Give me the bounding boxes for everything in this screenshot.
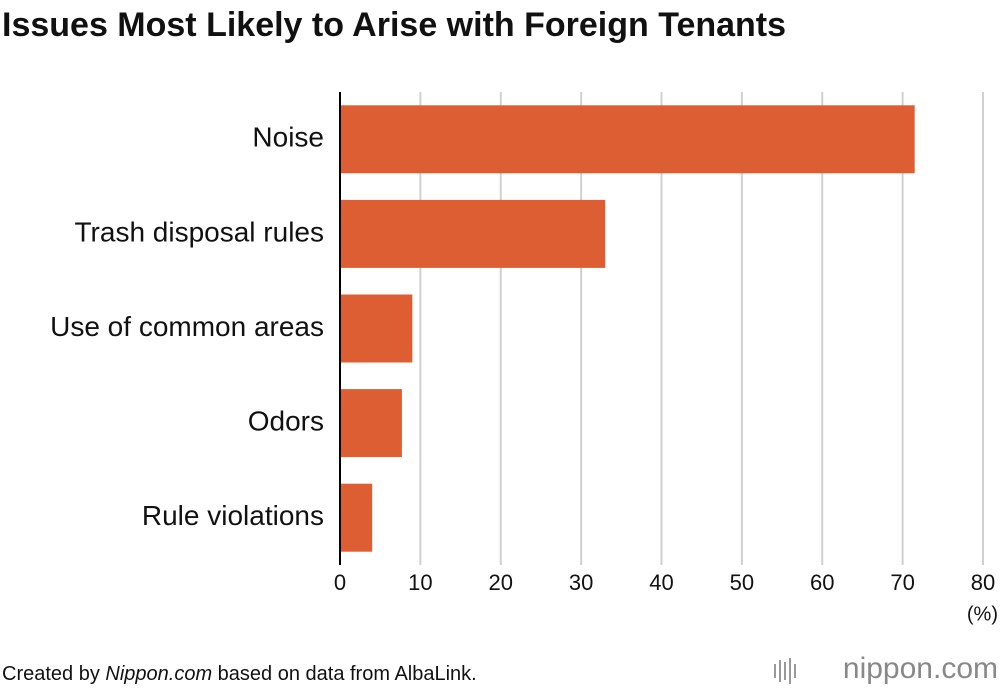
y-tick-label: Rule violations [142, 500, 324, 531]
logo-icon [774, 658, 796, 684]
x-tick-label: 80 [971, 570, 995, 595]
source-suffix: based on data from AlbaLink. [212, 663, 477, 685]
x-tick-label: 70 [890, 570, 914, 595]
bar [340, 483, 373, 552]
y-tick-label: Noise [252, 122, 324, 153]
x-tick-label: 50 [730, 570, 754, 595]
source-prefix: Created by [2, 663, 105, 685]
x-unit: (%) [967, 603, 998, 625]
x-tick-label: 30 [569, 570, 593, 595]
x-tick-label: 40 [649, 570, 673, 595]
bar [340, 105, 915, 174]
logo: nippon.com [843, 652, 998, 685]
x-tick-label: 10 [408, 570, 432, 595]
y-tick-label: Use of common areas [50, 311, 324, 342]
x-tick-label: 20 [489, 570, 513, 595]
bar [340, 294, 413, 363]
bar [340, 389, 402, 458]
chart-title: Issues Most Likely to Arise with Foreign… [2, 6, 786, 44]
y-tick-label: Odors [248, 405, 324, 436]
x-tick-label: 60 [810, 570, 834, 595]
source-site: Nippon.com [105, 663, 212, 685]
source-note: Created by Nippon.com based on data from… [2, 663, 477, 685]
bar [340, 199, 606, 268]
y-tick-label: Trash disposal rules [74, 216, 324, 247]
x-tick-label: 0 [334, 570, 346, 595]
